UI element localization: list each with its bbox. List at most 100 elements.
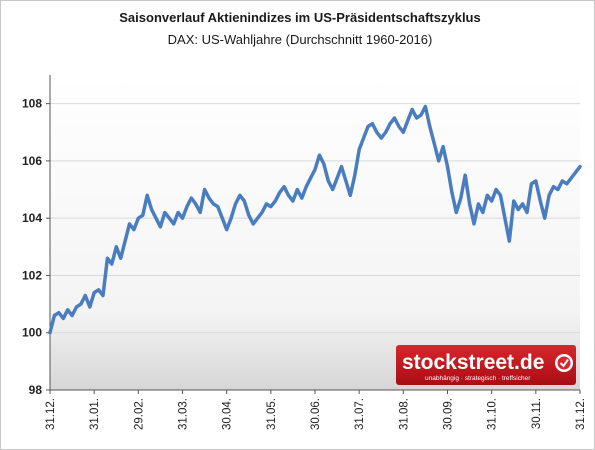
data-point <box>349 194 352 197</box>
data-point <box>256 217 259 219</box>
checkmark-icon <box>559 358 569 368</box>
data-point <box>168 217 171 219</box>
y-tick-label: 106 <box>22 154 42 168</box>
data-point <box>146 194 148 197</box>
data-point <box>477 203 480 205</box>
data-point <box>380 137 383 139</box>
data-point <box>243 200 246 202</box>
data-point <box>521 203 524 205</box>
stockstreet-logo: stockstreet.de unabhängig · strategisch … <box>396 345 576 385</box>
data-point <box>270 205 272 208</box>
data-point <box>579 165 581 168</box>
data-point <box>212 203 215 205</box>
logo-tagline: unabhängig · strategisch · treffsicher <box>425 375 531 382</box>
data-point <box>340 165 343 168</box>
x-tick-label: 31.05. <box>266 398 278 430</box>
x-tick-label: 30.09. <box>443 398 455 430</box>
data-point <box>84 294 87 297</box>
data-point <box>194 203 197 205</box>
data-point <box>566 183 568 185</box>
data-point <box>97 289 100 291</box>
data-point <box>230 217 232 219</box>
data-point <box>225 228 228 231</box>
data-point <box>464 174 467 176</box>
chart-subtitle: DAX: US-Wahljahre (Durchschnitt 1960-201… <box>168 32 433 47</box>
data-point <box>570 177 572 179</box>
data-point <box>557 188 559 191</box>
data-point <box>296 188 299 191</box>
data-point <box>415 117 418 119</box>
data-point <box>221 217 224 219</box>
data-point <box>159 226 162 228</box>
data-point <box>367 125 369 128</box>
data-point <box>362 137 365 139</box>
data-point <box>393 117 396 119</box>
data-point <box>331 188 334 191</box>
data-point <box>574 171 577 174</box>
data-point <box>486 194 489 197</box>
data-point <box>384 131 387 134</box>
data-point <box>150 208 153 211</box>
data-point <box>451 191 453 194</box>
data-point <box>128 223 131 225</box>
data-point <box>53 314 56 317</box>
data-point <box>49 331 51 334</box>
data-point <box>336 177 338 179</box>
data-point <box>314 168 316 171</box>
data-point <box>75 306 78 308</box>
data-point <box>309 177 312 179</box>
data-point <box>398 125 400 128</box>
data-point <box>111 263 113 265</box>
data-point <box>446 165 449 168</box>
logo-background <box>396 345 576 385</box>
data-point <box>234 203 237 205</box>
data-point <box>203 188 206 191</box>
data-point <box>155 217 157 219</box>
data-point <box>186 205 188 208</box>
data-point <box>318 154 321 156</box>
data-point <box>124 240 126 242</box>
y-tick-label: 98 <box>29 383 43 397</box>
data-point <box>539 200 542 202</box>
data-point <box>265 203 268 205</box>
x-tick-label: 30.06. <box>310 398 322 430</box>
data-point <box>106 257 109 260</box>
data-point <box>89 306 91 308</box>
data-point <box>402 131 405 134</box>
series-group <box>48 104 582 335</box>
x-tick-label: 31.01. <box>89 398 101 430</box>
data-point <box>292 200 294 202</box>
data-point <box>301 197 303 199</box>
data-point <box>513 200 515 202</box>
x-tick-label: 31.07. <box>354 398 366 430</box>
data-point <box>239 194 241 197</box>
data-point <box>526 211 528 214</box>
data-point <box>504 217 506 219</box>
data-point <box>429 125 431 128</box>
data-point <box>142 214 144 217</box>
data-point <box>490 200 493 202</box>
data-point <box>62 317 65 320</box>
data-point <box>181 217 184 219</box>
chart-title: Saisonverlauf Aktienindizes im US-Präsid… <box>119 10 480 25</box>
x-tick-label: 31.03. <box>178 398 190 430</box>
data-point <box>508 240 511 242</box>
data-point <box>66 309 69 311</box>
data-point <box>460 197 462 199</box>
data-point <box>287 194 290 197</box>
data-point <box>482 211 484 214</box>
data-point <box>261 211 263 214</box>
checkmark-badge-inner <box>557 356 571 370</box>
data-point <box>274 200 277 202</box>
data-point <box>80 303 82 305</box>
data-point <box>354 174 356 176</box>
data-point <box>133 228 135 231</box>
data-point <box>345 180 347 182</box>
data-point <box>535 180 537 182</box>
data-point <box>371 122 374 125</box>
data-point <box>499 194 502 197</box>
x-tick-label: 30.04. <box>222 398 234 430</box>
data-point <box>199 211 201 214</box>
data-point <box>561 180 564 182</box>
